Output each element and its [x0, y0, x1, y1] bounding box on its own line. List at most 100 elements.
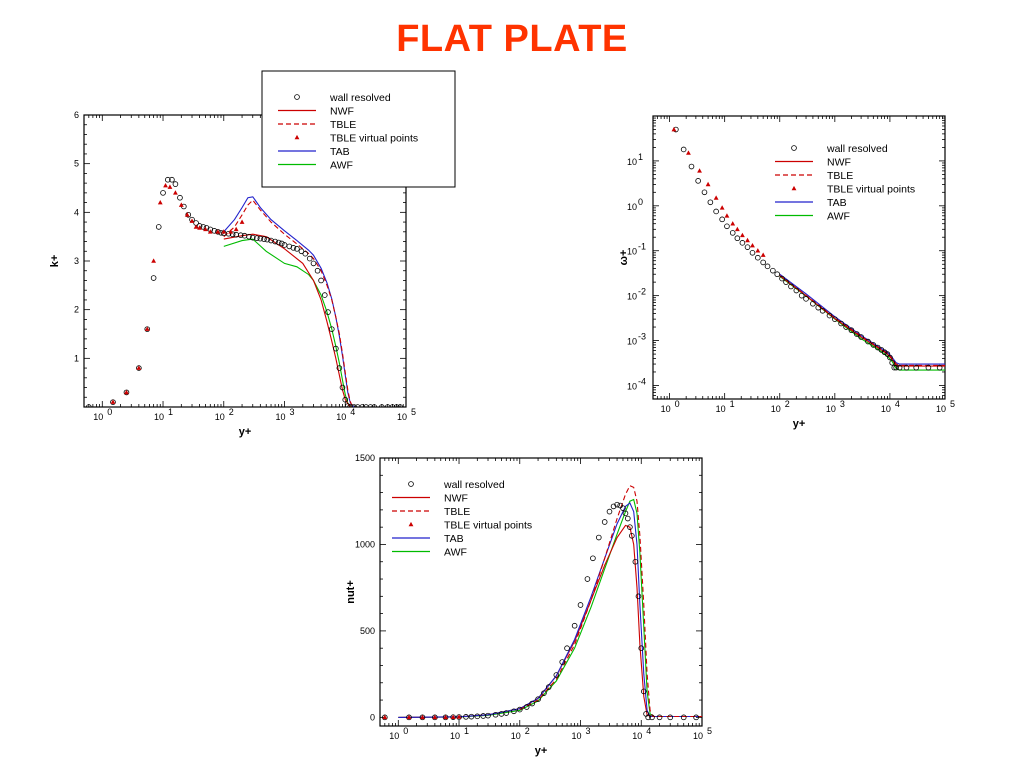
point-wall-resolved	[278, 240, 285, 247]
point-wall-resolved	[749, 249, 756, 256]
point-wall-resolved	[635, 593, 642, 600]
series-line-nwf	[779, 275, 945, 367]
plot-frame	[652, 115, 946, 400]
series-line-awf	[398, 498, 702, 718]
legend-swatch	[408, 521, 414, 527]
point-wall-resolved	[336, 365, 343, 371]
point-wall-resolved	[936, 364, 943, 371]
point-wall-resolved	[896, 364, 903, 371]
point-wall-resolved	[535, 696, 541, 702]
point-wall-resolved	[832, 316, 838, 322]
point-tble-virtual-points	[745, 237, 750, 243]
point-wall-resolved	[249, 234, 256, 241]
x-tick-exponent: 5	[411, 407, 416, 417]
page-title: FLAT PLATE	[396, 18, 628, 60]
point-wall-resolved	[640, 688, 647, 695]
x-tick-label: 10	[771, 404, 781, 414]
point-tble-virtual-points	[420, 714, 425, 720]
point-wall-resolved	[819, 307, 826, 314]
x-tick-exponent: 1	[168, 407, 173, 417]
point-wall-resolved	[622, 510, 629, 517]
x-tick-label: 10	[389, 731, 399, 741]
point-tble-virtual-points	[750, 243, 755, 248]
legend-label: AWF	[444, 547, 467, 559]
x-tick-label: 10	[215, 412, 225, 422]
legend-label: TBLE virtual points	[827, 184, 915, 196]
y-tick-label: 10	[627, 381, 637, 391]
chart-kplus: 10 0 10 1 10 2 10 3 10 4 10 5 1 2 3 4 5 6 y+ k+ wall resolve…	[49, 70, 456, 438]
point-wall-resolved	[744, 244, 751, 250]
point-wall-resolved	[707, 199, 714, 206]
point-tble-virtual-points	[671, 126, 677, 132]
point-wall-resolved	[268, 237, 274, 244]
point-wall-resolved	[564, 645, 570, 651]
y-tick-label: 4	[74, 207, 79, 217]
point-tble-virtual-points	[221, 229, 227, 234]
point-wall-resolved	[680, 714, 687, 721]
point-wall-resolved	[693, 714, 699, 721]
point-wall-resolved	[577, 602, 584, 608]
x-axis-label: y+	[793, 418, 806, 430]
x-tick-label: 10	[511, 731, 521, 741]
point-wall-resolved	[843, 324, 849, 330]
point-wall-resolved	[160, 190, 166, 196]
point-wall-resolved	[254, 235, 260, 241]
point-tble-virtual-points	[724, 213, 730, 218]
legend-label: NWF	[827, 157, 851, 169]
y-tick-label: 0	[370, 712, 375, 722]
point-wall-resolved	[306, 255, 313, 262]
legend-swatch	[294, 94, 300, 100]
point-wall-resolved	[328, 326, 335, 332]
point-wall-resolved	[298, 248, 305, 255]
point-wall-resolved	[793, 287, 800, 294]
point-wall-resolved	[503, 710, 510, 716]
point-wall-resolved	[695, 178, 701, 184]
series-line-tab	[779, 273, 945, 365]
point-wall-resolved	[881, 349, 888, 356]
series-line-tab	[398, 502, 702, 718]
legend-swatch	[294, 134, 300, 140]
y-tick-label: 3	[74, 256, 79, 266]
legend-label: AWF	[827, 211, 850, 223]
point-tble-virtual-points	[734, 226, 740, 232]
x-tick-label: 10	[93, 412, 103, 422]
point-wall-resolved	[354, 404, 361, 407]
point-wall-resolved	[310, 260, 317, 267]
legend-box	[261, 70, 456, 188]
x-tick-exponent: 0	[675, 399, 680, 409]
y-tick-label: 10	[627, 337, 637, 347]
y-tick-exponent: -1	[638, 242, 646, 252]
point-wall-resolved	[384, 404, 391, 407]
point-wall-resolved	[632, 558, 639, 565]
point-wall-resolved	[667, 714, 674, 721]
point-wall-resolved	[342, 396, 349, 403]
point-wall-resolved	[351, 404, 357, 407]
point-tble-virtual-points	[697, 168, 702, 173]
point-wall-resolved	[680, 146, 687, 153]
x-tick-label: 10	[881, 404, 891, 414]
point-wall-resolved	[393, 404, 400, 407]
point-wall-resolved	[838, 320, 844, 327]
legend-label: TAB	[827, 197, 847, 209]
x-tick-exponent: 0	[107, 407, 112, 417]
point-tble-virtual-points	[432, 714, 438, 720]
point-wall-resolved	[314, 267, 321, 274]
x-tick-exponent: 2	[525, 726, 530, 736]
point-wall-resolved	[870, 342, 877, 348]
point-wall-resolved	[347, 404, 353, 407]
point-tble-virtual-points	[151, 258, 157, 263]
point-tble-virtual-points	[136, 365, 142, 370]
x-tick-exponent: 5	[950, 399, 955, 409]
series-group	[86, 176, 403, 407]
legend-label: TBLE	[827, 170, 853, 182]
point-wall-resolved	[264, 236, 271, 243]
point-wall-resolved	[713, 208, 719, 215]
point-wall-resolved	[571, 622, 578, 629]
chart-nutplus: 10 0 10 1 10 2 10 3 10 4 10 5 0 500 1000 1500 y+ nut+ wall…	[345, 453, 712, 757]
point-wall-resolved	[200, 224, 207, 230]
point-wall-resolved	[397, 404, 403, 407]
point-wall-resolved	[155, 224, 162, 230]
x-tick-label: 10	[693, 731, 703, 741]
point-wall-resolved	[237, 232, 244, 239]
point-tble-virtual-points	[740, 232, 745, 238]
